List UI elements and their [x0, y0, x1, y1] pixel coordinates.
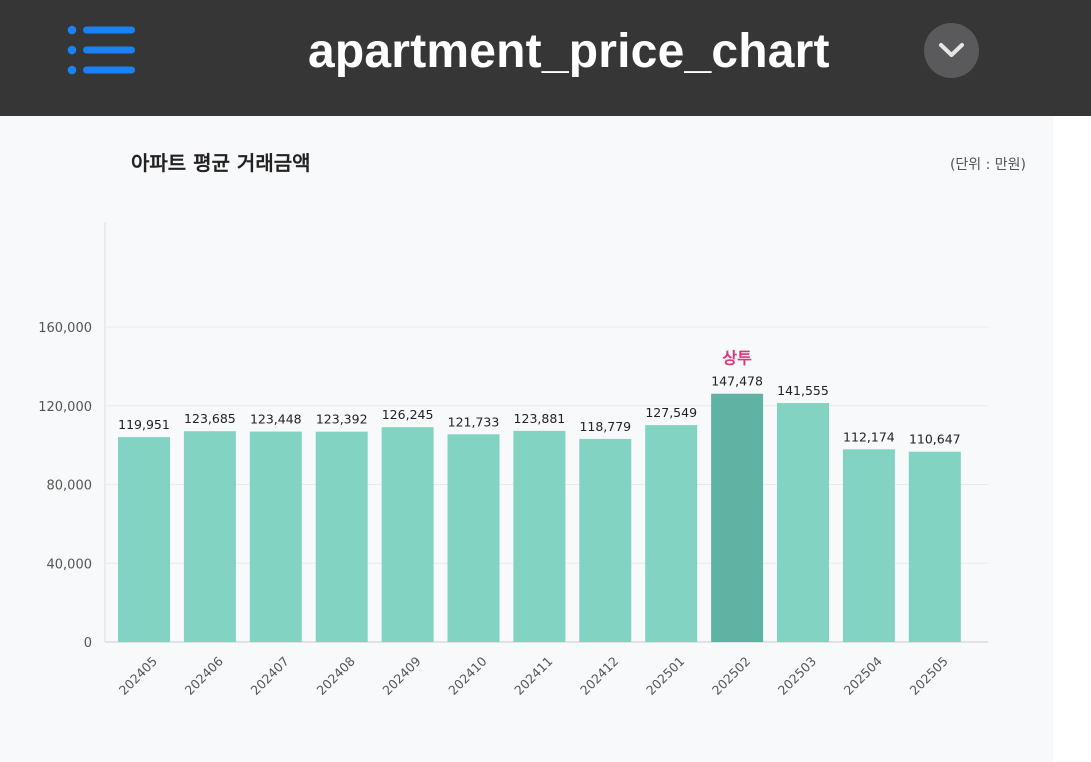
bar — [777, 403, 829, 642]
bar — [118, 437, 170, 642]
top-bar: apartment_price_chart — [0, 0, 1091, 116]
bar — [513, 430, 566, 642]
annotation-label: 상투 — [722, 349, 752, 368]
chevron-down-icon — [939, 43, 964, 57]
bar — [381, 427, 434, 642]
y-tick-label: 0 — [84, 636, 92, 651]
x-tick-label: 202504 — [841, 653, 885, 697]
x-tick-label: 202407 — [248, 654, 292, 698]
y-tick-label: 120,000 — [38, 400, 92, 415]
bar-value-label: 112,174 — [843, 429, 895, 444]
bar — [908, 451, 961, 642]
bar-value-label: 123,881 — [514, 411, 566, 426]
bar-value-label: 123,685 — [184, 411, 236, 426]
x-tick-label: 202505 — [907, 654, 951, 698]
bar-value-label: 110,647 — [909, 432, 961, 447]
bar — [579, 438, 632, 642]
bar — [183, 431, 236, 642]
x-tick-label: 202405 — [116, 654, 160, 698]
x-tick-label: 202409 — [379, 653, 423, 697]
bar-chart: 0 40,000 80,000 120,000 160,000 119,951 202405… — [38, 222, 988, 698]
bar-value-label: 147,478 — [711, 374, 763, 389]
bar — [447, 434, 500, 642]
chart-title: 아파트 평균 거래금액 — [131, 151, 311, 175]
bar — [711, 393, 764, 642]
x-tick-label: 202410 — [445, 653, 489, 697]
x-tick-label: 202408 — [313, 653, 357, 697]
bar-value-label: 118,779 — [579, 419, 631, 434]
bar-value-label: 119,951 — [118, 417, 170, 432]
x-tick-label: 202501 — [643, 654, 687, 698]
bar — [315, 431, 368, 642]
bar-value-label: 123,448 — [250, 412, 302, 427]
bar — [249, 431, 302, 642]
dropdown-button[interactable] — [924, 23, 979, 78]
bar-value-label: 141,555 — [777, 383, 829, 398]
bar-value-label: 126,245 — [382, 407, 434, 422]
bar-value-label: 121,733 — [448, 414, 500, 429]
y-tick-label: 40,000 — [47, 557, 93, 572]
bar-value-label: 123,392 — [316, 412, 368, 427]
x-tick-label: 202412 — [577, 654, 621, 698]
bar — [645, 425, 698, 642]
x-tick-label: 202406 — [182, 653, 226, 697]
x-tick-label: 202503 — [775, 654, 819, 698]
bar — [842, 449, 895, 642]
app-title: apartment_price_chart — [308, 25, 830, 78]
bar-value-label: 127,549 — [645, 405, 697, 420]
y-tick-label: 160,000 — [38, 321, 92, 336]
x-tick-label: 202502 — [709, 654, 753, 698]
y-tick-label: 80,000 — [47, 479, 93, 494]
hamburger-menu-icon[interactable] — [66, 24, 136, 76]
x-tick-label: 202411 — [511, 654, 555, 698]
unit-label: (단위 : 만원) — [949, 157, 1026, 173]
